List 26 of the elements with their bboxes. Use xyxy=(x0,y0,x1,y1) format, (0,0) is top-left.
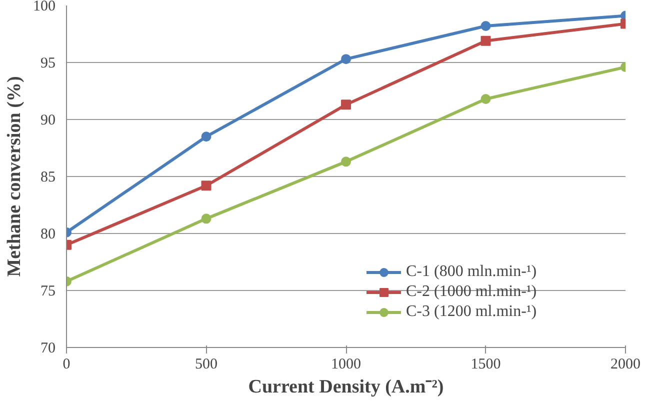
y-tick-label: 85 xyxy=(40,170,56,186)
y-tick-label: 100 xyxy=(33,0,56,14)
x-tick-label: 0 xyxy=(62,356,70,372)
legend-label: C-2 (1000 ml.min-¹) xyxy=(406,283,537,301)
y-tick-label: 95 xyxy=(40,56,56,72)
point xyxy=(341,100,351,110)
y-tick-label: 70 xyxy=(40,340,56,356)
legend-label: C-1 (800 mln.min-¹) xyxy=(406,263,537,281)
point xyxy=(201,132,212,142)
point xyxy=(341,54,351,64)
y-tick-label: 80 xyxy=(40,226,56,242)
legend-label: C-3 (1200 ml.min-¹) xyxy=(406,303,537,321)
x-tick-label: 1000 xyxy=(331,356,361,372)
y-tick-label: 75 xyxy=(40,284,56,300)
point xyxy=(480,94,491,104)
x-tick-label: 500 xyxy=(195,356,218,372)
x-tick-label: 1500 xyxy=(470,356,501,372)
point xyxy=(201,180,212,191)
point xyxy=(201,214,212,224)
x-tick-label: 2000 xyxy=(610,356,640,372)
point xyxy=(480,21,491,32)
point xyxy=(480,36,491,46)
point xyxy=(341,156,351,167)
y-tick-label: 90 xyxy=(40,112,56,128)
y-axis-title: Methane conversion (%) xyxy=(4,76,25,277)
x-axis-title: Current Density (A.m⁻²) xyxy=(248,376,444,398)
